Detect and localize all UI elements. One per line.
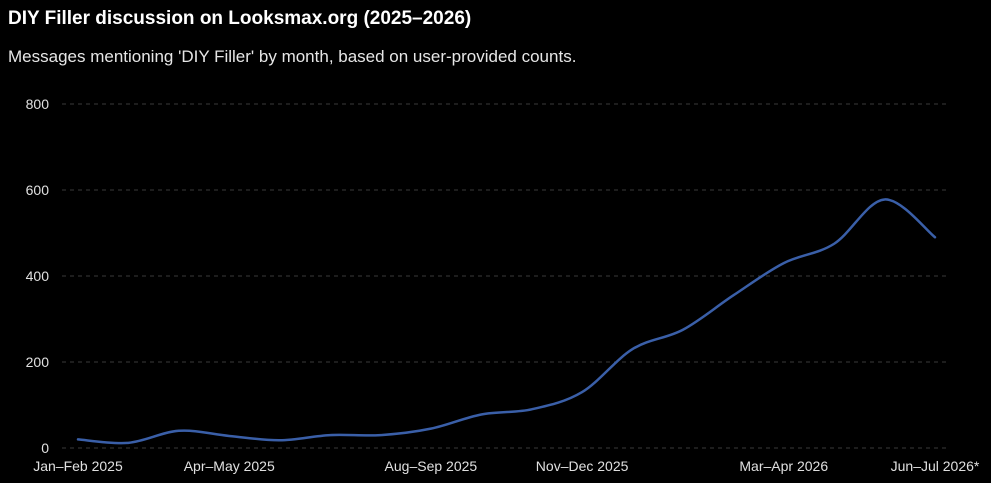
data-point [882, 196, 888, 202]
data-point [932, 234, 938, 240]
y-axis-ticks: 0 200 400 600 800 [26, 96, 50, 456]
x-tick-label: Nov–Dec 2025 [536, 458, 629, 474]
data-point [176, 428, 182, 434]
x-tick-label: Mar–Apr 2026 [739, 458, 828, 474]
y-tick-label: 200 [26, 354, 50, 370]
y-tick-label: 0 [41, 440, 49, 456]
data-point [277, 437, 283, 443]
data-point [630, 346, 636, 352]
data-point [478, 411, 484, 417]
grid-lines [62, 103, 950, 449]
data-point [125, 440, 131, 446]
data-point [226, 433, 232, 439]
data-point [781, 260, 787, 266]
x-tick-label: Jan–Feb 2025 [33, 458, 123, 474]
data-point [680, 327, 686, 333]
data-point [831, 241, 837, 247]
x-tick-label: Jun–Jul 2026* [891, 458, 980, 474]
data-point [579, 389, 585, 395]
y-tick-label: 400 [26, 268, 50, 284]
y-tick-label: 600 [26, 182, 50, 198]
x-tick-label: Apr–May 2025 [184, 458, 275, 474]
x-axis-ticks: Jan–Feb 2025 Apr–May 2025 Aug–Sep 2025 Nov–… [33, 458, 980, 474]
data-point [327, 432, 333, 438]
series-line [76, 198, 937, 445]
chart-title: DIY Filler discussion on Looksmax.org (2… [8, 8, 472, 29]
data-point [75, 436, 81, 442]
data-point [730, 292, 736, 298]
data-point [428, 426, 434, 432]
data-point [377, 432, 383, 438]
series [75, 196, 938, 446]
chart-subtitle: Messages mentioning 'DIY Filler' by mont… [8, 47, 577, 66]
x-tick-label: Aug–Sep 2025 [385, 458, 478, 474]
data-point [529, 406, 535, 412]
y-tick-label: 800 [26, 96, 50, 112]
